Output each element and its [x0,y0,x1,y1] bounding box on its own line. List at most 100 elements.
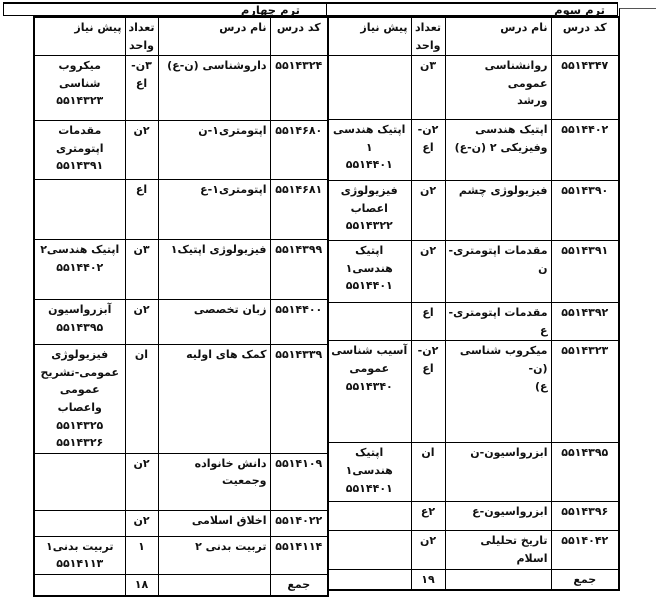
course-units: ۲ن [410,240,446,304]
col-header-units: تعداد واحد [410,16,446,57]
course-code: ۵۵۱۴۳۹۹ [269,239,329,301]
course-prereq [326,302,412,342]
course-prereq: اپتیک هندسی۲ ۵۵۱۴۴۰۲ [33,239,126,301]
course-row: ۵۵۱۴۱۱۴ تربیت بدنی ۲ ۱ تربیت بدنی۱ ۵۵۱۴۱… [33,535,329,575]
header-row: کد درس نام درس تعداد واحد پیش نیاز [326,16,620,57]
course-row: ۵۵۱۴۱۰۹ دانش خانواده وجمعیت ۲ن [33,452,329,511]
course-units: ۲ن- اع [410,340,446,444]
course-code: ۵۵۱۴۱۱۴ [269,535,329,575]
course-code: ۵۵۱۴۳۲۴ [269,55,329,122]
course-name: کمک های اولیه [157,344,271,454]
course-code: ۵۵۱۴۶۸۱ [269,179,329,241]
total-row: جمع ۱۹ [326,568,620,591]
course-units: ۳ن [410,55,446,121]
course-code: ۵۵۱۴۳۹۱ [550,240,620,304]
course-units: ۲ن [410,530,446,570]
course-code: ۵۵۱۴۳۹۶ [550,501,620,532]
course-prereq: تربیت بدنی۱ ۵۵۱۴۱۱۳ [33,535,126,575]
course-prereq [33,179,126,241]
course-prereq: مقدمات اپتومتری ۵۵۱۴۳۹۱ [33,120,126,181]
course-name: اپتیک هندسی وفیزیکی ۲ (ن-ع) [444,119,552,182]
course-prereq: آسیب شناسی عمومی ۵۵۱۴۳۴۰ [326,340,412,444]
course-prereq [326,501,412,532]
course-code: ۵۵۱۴۳۹۲ [550,302,620,342]
course-row: ۵۵۱۴۳۹۹ فیزیولوژی اپتیک۱ ۳ن اپتیک هندسی۲… [33,239,329,301]
course-units: ان [410,442,446,503]
course-prereq: میکروب شناسی ۵۵۱۴۳۲۳ [33,55,126,122]
course-units: ۲ن [124,120,159,181]
course-name: زبان تخصصی [157,299,271,346]
course-code: ۵۵۱۴۰۲۲ [269,509,329,537]
course-row: ۵۵۱۴۳۳۹ کمک های اولیه ان فیزیولوژی عمومی… [33,344,329,454]
course-name: مقدمات اپتومتری-ع [444,302,552,342]
course-code: ۵۵۱۴۶۸۰ [269,120,329,181]
course-row: ۵۵۱۴۰۴۲ تاریخ تحلیلی اسلام ۲ن [326,530,620,570]
course-prereq: اپتیک هندسی۱ ۵۵۱۴۴۰۱ [326,240,412,304]
course-prereq [33,452,126,511]
course-row: ۵۵۱۴۳۲۴ داروشناسی (ن-ع) ۳ن- اع میکروب شن… [33,55,329,122]
total-units: ۱۸ [124,573,159,597]
course-units: ۲ن [410,180,446,242]
course-units: ۲ن [124,509,159,537]
course-name: اپتومتری۱-ن [157,120,271,181]
course-code: ۵۵۱۴۴۰۰ [269,299,329,346]
course-name: دانش خانواده وجمعیت [157,452,271,511]
course-prereq: اپتیک هندسی۱ ۵۵۱۴۴۰۱ [326,442,412,503]
course-name: تربیت بدنی ۲ [157,535,271,575]
course-name: داروشناسی (ن-ع) [157,55,271,122]
total-prereq-empty [33,573,126,597]
course-row: ۵۵۱۴۳۹۲ مقدمات اپتومتری-ع اع [326,302,620,342]
total-prereq-empty [326,568,412,591]
col-header-prereq: پیش نیاز [33,16,126,57]
course-units: ۱ [124,535,159,575]
col-header-name: نام درس [157,16,271,57]
course-name: مقدمات اپتومتری-ن [444,240,552,304]
course-row: ۵۵۱۴۳۹۵ ابزرواسیون-ن ان اپتیک هندسی۱ ۵۵۱… [326,442,620,503]
course-row: ۵۵۱۴۳۹۶ ابزرواسیون-ع ۲ع [326,501,620,532]
col-header-units: تعداد واحد [124,16,159,57]
course-units: اع [124,179,159,241]
course-code: ۵۵۱۴۳۹۰ [550,180,620,242]
col-header-code: کد درس [550,16,620,57]
course-row: ۵۵۱۴۰۲۲ اخلاق اسلامی ۲ن [33,509,329,537]
course-row: ۵۵۱۴۴۰۲ اپتیک هندسی وفیزیکی ۲ (ن-ع) ۲ن- … [326,119,620,182]
course-units: ۲ن [124,452,159,511]
course-name: اپتومتری۱-ع [157,179,271,241]
course-units: ان [124,344,159,454]
course-row: ۵۵۱۴۳۹۰ فیزیولوژی چشم ۲ن فیزیولوژی اعصاب… [326,180,620,242]
course-name: ابزرواسیون-ن [444,442,552,503]
course-row: ۵۵۱۴۳۹۱ مقدمات اپتومتری-ن ۲ن اپتیک هندسی… [326,240,620,304]
header-row: کد درس نام درس تعداد واحد پیش نیاز [33,16,329,57]
course-name: فیزیولوژی اپتیک۱ [157,239,271,301]
course-code: ۵۵۱۴۳۴۷ [550,55,620,121]
course-name: روانشناسی عمومی ورشد [444,55,552,121]
course-code: ۵۵۱۴۰۴۲ [550,530,620,570]
course-row: ۵۵۱۴۶۸۱ اپتومتری۱-ع اع [33,179,329,241]
right-margin-strip [619,8,656,588]
course-units: ۳ن [124,239,159,301]
course-name: اخلاق اسلامی [157,509,271,537]
course-units: ۲ع [410,501,446,532]
course-code: ۵۵۱۴۳۲۳ [550,340,620,444]
course-code: ۵۵۱۴۳۳۹ [269,344,329,454]
course-units: ۲ن [124,299,159,346]
course-prereq [326,530,412,570]
total-name-empty [444,568,552,591]
course-row: ۵۵۱۴۴۰۰ زبان تخصصی ۲ن آبزرواسیون ۵۵۱۴۳۹۵ [33,299,329,346]
total-label: جمع [550,568,620,591]
course-name: فیزیولوژی چشم [444,180,552,242]
course-code: ۵۵۱۴۴۰۲ [550,119,620,182]
course-units: ۲ن- اع [410,119,446,182]
total-name-empty [157,573,271,597]
course-name: ابزرواسیون-ع [444,501,552,532]
total-label: جمع [269,573,329,597]
course-prereq: اپتیک هندسی ۱ ۵۵۱۴۴۰۱ [326,119,412,182]
col-header-name: نام درس [444,16,552,57]
course-prereq [33,509,126,537]
course-units: اع [410,302,446,342]
term4-table: کد درس نام درس تعداد واحد پیش نیاز ۵۵۱۴۳… [33,16,329,597]
course-prereq: آبزرواسیون ۵۵۱۴۳۹۵ [33,299,126,346]
course-code: ۵۵۱۴۳۹۵ [550,442,620,503]
term3-table: کد درس نام درس تعداد واحد پیش نیاز ۵۵۱۴۳… [326,16,620,592]
